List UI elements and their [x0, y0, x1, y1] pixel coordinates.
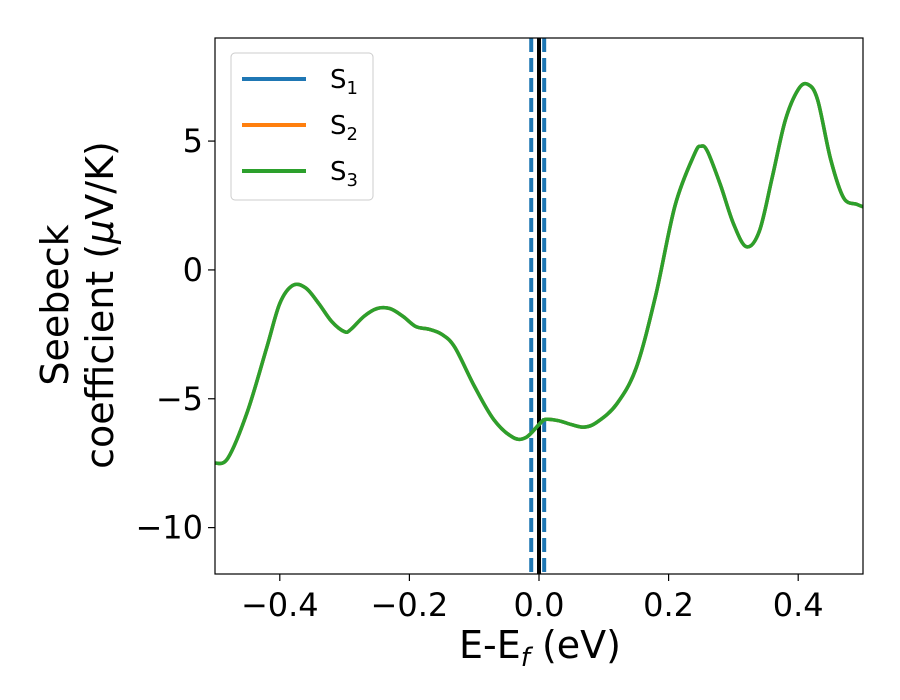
x-tick-label: 0.0 [514, 586, 565, 624]
y-axis-label-line1: Seebeck [33, 224, 77, 385]
x-tick-label: 0.2 [643, 586, 694, 624]
vertical-reference-lines [529, 38, 547, 574]
series-lines [215, 81, 863, 466]
legend: S1 S2 S3 [230, 52, 374, 201]
x-tick-label: −0.4 [241, 586, 319, 624]
y-tick-label: 0 [183, 251, 203, 289]
legend-label-S3: S3 [330, 157, 358, 191]
x-axis-label: E-Ef (eV) [459, 623, 621, 673]
y-axis-ticks: −10 −5 0 5 [135, 122, 215, 547]
series-line-S3 [215, 81, 863, 466]
x-tick-label: −0.2 [371, 586, 449, 624]
y-tick-label: −10 [135, 509, 203, 547]
legend-label-S2: S2 [330, 111, 358, 145]
x-axis-ticks: −0.4 −0.2 0.0 0.2 0.4 [241, 574, 824, 624]
legend-label-S1: S1 [330, 65, 358, 99]
y-axis-label-line2: coefficient (μV/K) [78, 141, 122, 469]
y-tick-label: 5 [183, 122, 203, 160]
y-tick-label: −5 [156, 380, 203, 418]
x-tick-label: 0.4 [773, 586, 824, 624]
